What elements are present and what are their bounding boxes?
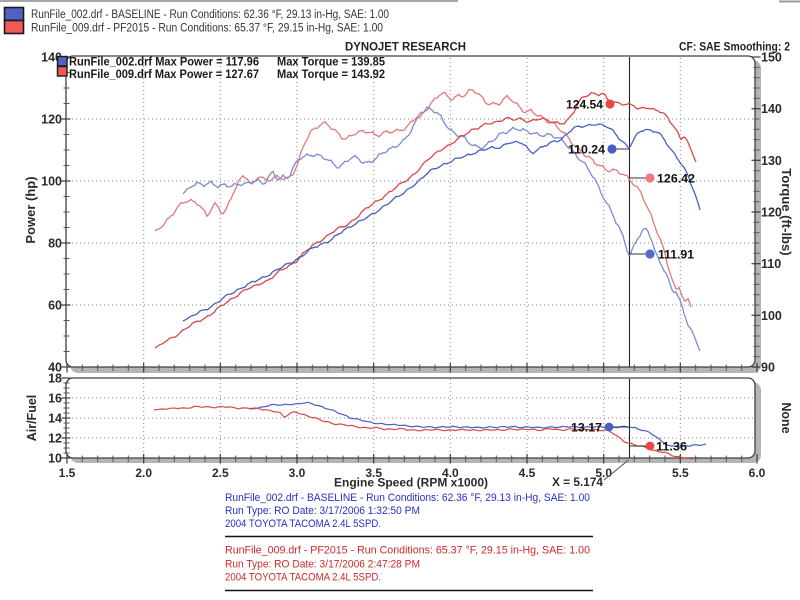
svg-text:Max Torque = 143.92: Max Torque = 143.92 [277, 67, 385, 81]
svg-text:13.17: 13.17 [571, 421, 602, 435]
svg-text:100: 100 [761, 309, 782, 323]
svg-text:RunFile_009.drf Max Power = 12: RunFile_009.drf Max Power = 127.67 [69, 67, 259, 81]
svg-text:Engine Speed (RPM x1000): Engine Speed (RPM x1000) [334, 476, 488, 490]
svg-text:110: 110 [761, 257, 781, 271]
svg-text:111.91: 111.91 [658, 248, 694, 262]
svg-text:40: 40 [48, 361, 62, 375]
svg-text:2.0: 2.0 [135, 466, 152, 480]
svg-text:4.5: 4.5 [519, 466, 536, 480]
svg-text:140: 140 [761, 102, 782, 116]
svg-text:14: 14 [48, 412, 62, 426]
svg-text:CF: SAE Smoothing: 2: CF: SAE Smoothing: 2 [679, 42, 790, 54]
svg-text:10: 10 [48, 452, 62, 466]
svg-text:120: 120 [41, 113, 62, 127]
svg-text:124.54: 124.54 [566, 98, 603, 112]
svg-text:None: None [779, 402, 793, 433]
svg-text:16: 16 [48, 392, 62, 406]
svg-text:100: 100 [41, 175, 62, 189]
svg-text:Power (hp): Power (hp) [23, 176, 38, 243]
svg-text:3.5: 3.5 [365, 466, 382, 480]
svg-text:Run Type: RO Date: 3/17/2006: Run Type: RO Date: 3/17/2006 1:32:50 PM [225, 505, 420, 517]
svg-text:90: 90 [761, 361, 775, 375]
svg-text:6.0: 6.0 [749, 466, 766, 480]
svg-text:2004 TOYOTA TACOMA 2.4L 5SPD.: 2004 TOYOTA TACOMA 2.4L 5SPD. [225, 572, 381, 584]
svg-text:1.5: 1.5 [59, 466, 76, 480]
svg-text:Air/Fuel: Air/Fuel [25, 395, 39, 442]
svg-text:60: 60 [48, 299, 62, 313]
svg-text:RunFile_002.drf Max Power = 11: RunFile_002.drf Max Power = 117.96 [69, 55, 259, 69]
svg-text:RunFile_009.drf - PF2015 - R: RunFile_009.drf - PF2015 - Run Condition… [225, 545, 590, 557]
svg-text:Max Torque = 139.85: Max Torque = 139.85 [277, 55, 385, 69]
svg-text:RunFile_002.drf - BASELINE -: RunFile_002.drf - BASELINE - Run Conditi… [225, 492, 590, 504]
svg-text:12: 12 [48, 432, 62, 446]
svg-text:120: 120 [761, 206, 782, 220]
svg-text:X = 5.174: X = 5.174 [552, 475, 603, 489]
svg-text:2.5: 2.5 [212, 466, 229, 480]
svg-text:126.42: 126.42 [657, 172, 695, 186]
svg-text:Torque (ft-lbs): Torque (ft-lbs) [779, 168, 794, 255]
svg-text:130: 130 [761, 154, 782, 168]
svg-text:4.0: 4.0 [442, 466, 459, 480]
svg-text:Run Type: RO Date: 3/17/2006: Run Type: RO Date: 3/17/2006 2:47:28 PM [225, 559, 420, 571]
svg-text:18: 18 [48, 372, 62, 386]
svg-text:11.36: 11.36 [656, 440, 687, 454]
svg-text:80: 80 [48, 237, 62, 251]
svg-text:150: 150 [761, 51, 782, 65]
svg-text:5.5: 5.5 [672, 466, 689, 480]
svg-text:2004 TOYOTA TACOMA 2.4L 5SPD.: 2004 TOYOTA TACOMA 2.4L 5SPD. [225, 518, 381, 530]
svg-text:RunFile_009.drf - PF2015 - R: RunFile_009.drf - PF2015 - Run Condition… [31, 23, 383, 35]
svg-text:110.24: 110.24 [568, 143, 605, 157]
svg-text:RunFile_002.drf - BASELINE -: RunFile_002.drf - BASELINE - Run Conditi… [31, 9, 389, 21]
svg-text:DYNOJET RESEARCH: DYNOJET RESEARCH [345, 42, 466, 54]
svg-text:3.0: 3.0 [289, 466, 306, 480]
